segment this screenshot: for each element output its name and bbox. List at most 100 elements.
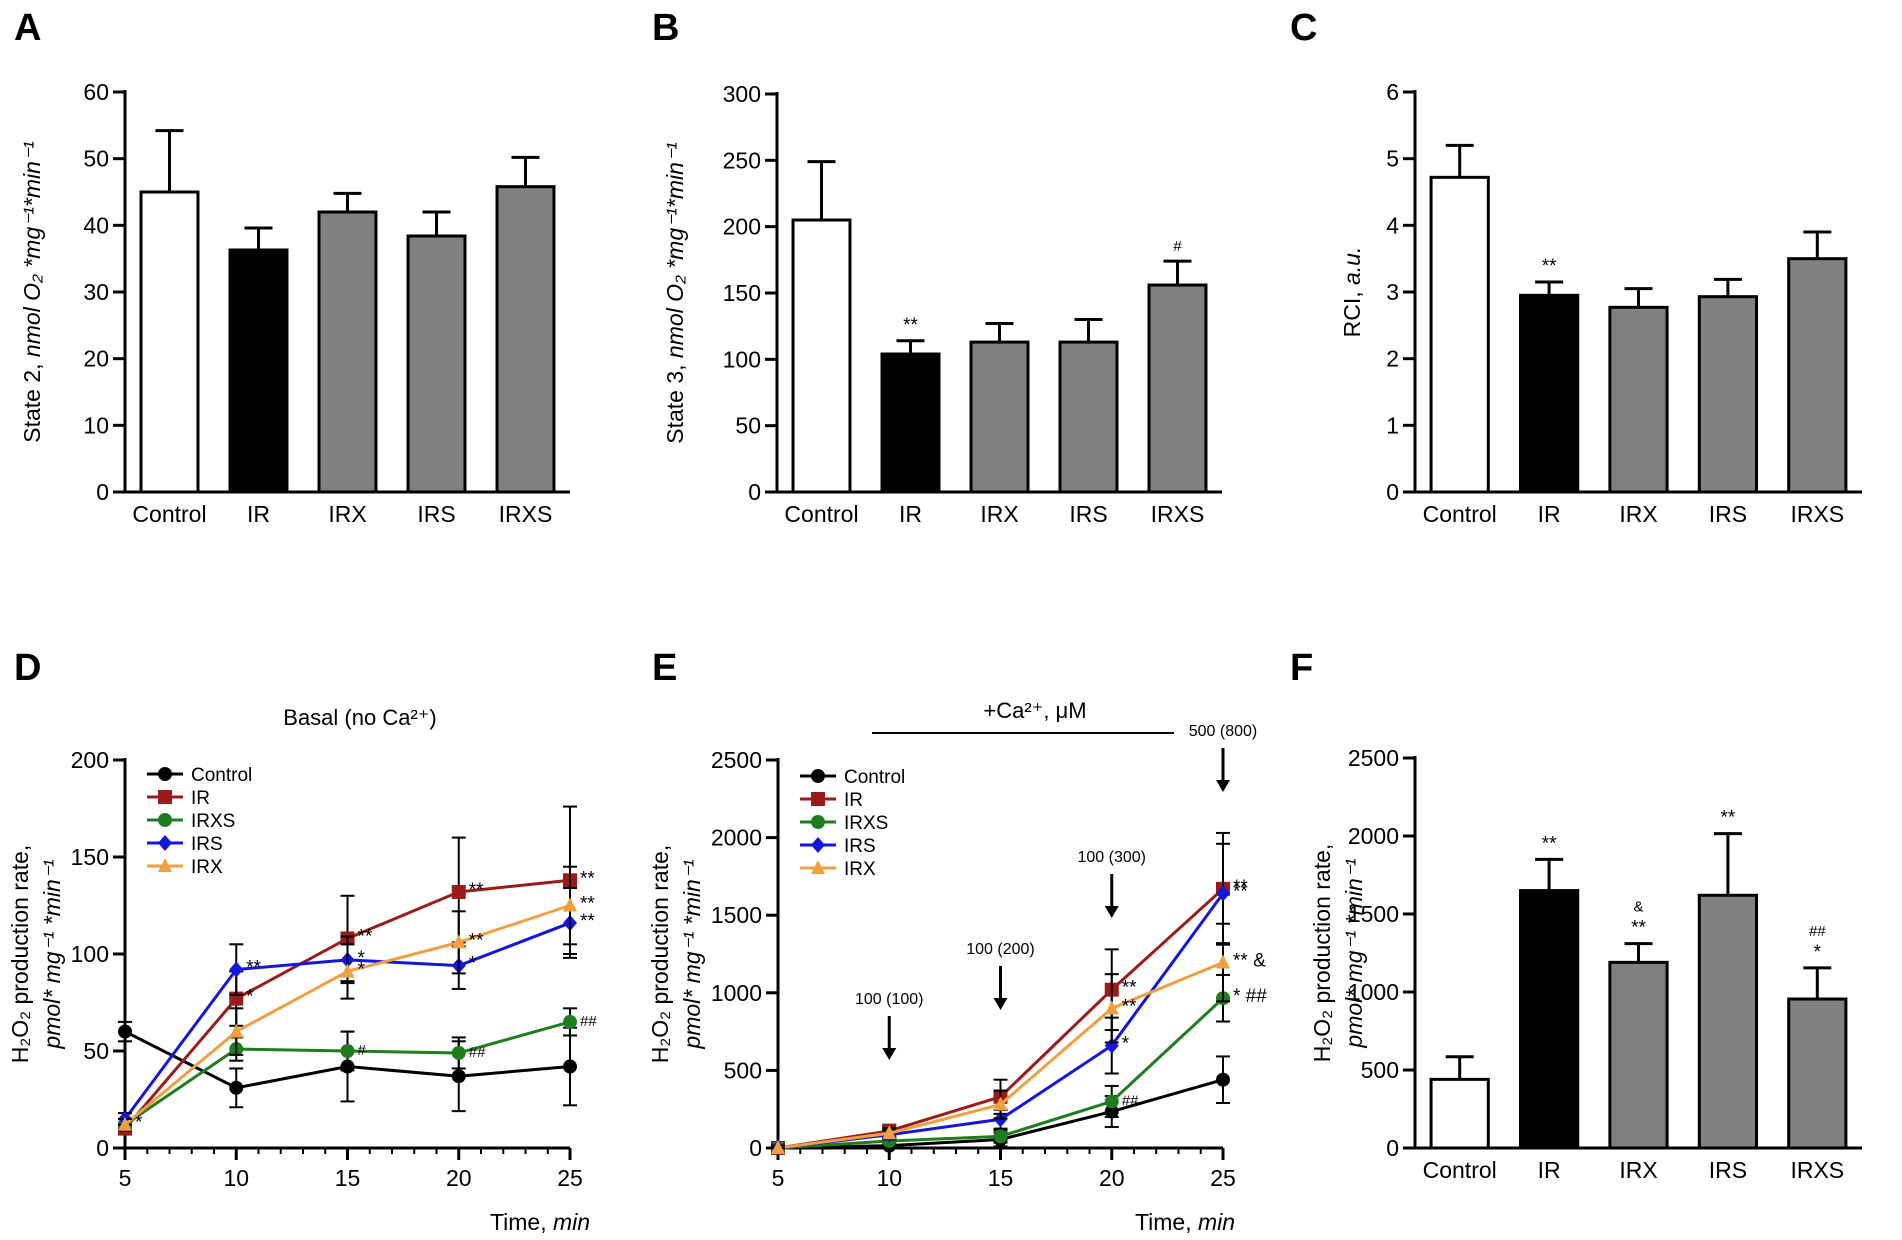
y-tick-label: 500 (724, 1057, 762, 1083)
panel-letter: B (652, 7, 679, 49)
y-tick-label: 0 (749, 1135, 762, 1161)
data-point-irx (1104, 1000, 1119, 1015)
bar-irs (1697, 295, 1759, 494)
y-tick-label: 150 (71, 844, 109, 870)
bar-irx (1608, 960, 1669, 1150)
panel-letter: D (14, 647, 41, 689)
panel-c: C 0 1 2 3 4 5 6 Control IR ** IRX IRS IRXS RCI, a.u. (1290, 7, 1862, 527)
bar-ir (1518, 293, 1580, 494)
ca-addition-label: 500 (800) (1189, 723, 1258, 740)
legend-marker (811, 860, 825, 874)
y-tick-label: 6 (1386, 79, 1399, 105)
y-tick-label: 30 (83, 279, 109, 305)
panel-f: F 0 500 1000 1500 2000 2500 Control IR ** IRX ** & IR… (1290, 647, 1862, 1183)
significance-label: * (469, 954, 477, 975)
significance-label: ## (580, 1013, 597, 1030)
chart-title: +Ca²⁺, μM (983, 698, 1086, 723)
y-axis-title-line1: H₂O₂ production rate, (647, 845, 673, 1064)
ca-addition-label: 100 (200) (966, 941, 1035, 958)
chart-title: Basal (no Ca²⁺) (283, 705, 436, 730)
legend-label: Control (844, 767, 905, 788)
data-point-irx (882, 1125, 897, 1140)
panel-letter: F (1290, 647, 1313, 689)
bar-irx (969, 340, 1030, 494)
significance-label: ** (580, 868, 595, 889)
panel-e: E 0 500 1000 1500 2000 2500 5 10 15 20 25 +Ca²⁺, μM *… (647, 647, 1267, 1235)
y-tick-label: 0 (1386, 1135, 1399, 1161)
y-tick-label: 40 (83, 212, 109, 238)
x-tick-label: 25 (557, 1165, 583, 1191)
x-tick-label: 10 (876, 1165, 902, 1191)
y-tick-label: 150 (723, 280, 761, 306)
data-point-irx (563, 897, 577, 912)
y-tick-label: 2500 (711, 747, 762, 773)
x-tick-label: IR (1538, 501, 1561, 527)
data-point-control (118, 1024, 132, 1039)
data-point-control (1216, 1072, 1230, 1087)
bar-ir (880, 352, 941, 494)
ca-addition-arrowhead (882, 1048, 897, 1060)
data-point-control (451, 1069, 466, 1084)
legend-label: IRX (844, 859, 876, 880)
significance-label: ## (1122, 1092, 1139, 1109)
legend-label: IRS (191, 834, 223, 855)
bar-irs (1058, 340, 1119, 494)
x-tick-label: IRX (1619, 1157, 1657, 1183)
significance-label: ## (1809, 923, 1826, 940)
x-axis-title: Time, min (490, 1209, 590, 1235)
ca-addition-arrowhead (1216, 780, 1230, 792)
x-tick-label: IRXS (1790, 1157, 1844, 1183)
legend-marker (158, 858, 172, 872)
x-tick-label: IRX (980, 501, 1018, 527)
data-point-irx (771, 1140, 785, 1154)
bar-control (1429, 1077, 1490, 1150)
bar-irx (317, 210, 378, 494)
significance-label: ** (1122, 978, 1137, 999)
x-tick-label: 10 (223, 1165, 249, 1191)
x-tick-label: 15 (988, 1165, 1014, 1191)
significance-label: * (1122, 1034, 1130, 1055)
significance-label: ** (358, 926, 373, 947)
y-axis-title: State 3, nmol O₂ *mg⁻¹*min⁻¹ (662, 142, 688, 444)
x-tick-label: IRXS (1790, 501, 1844, 527)
y-tick-label: 0 (96, 1135, 109, 1161)
data-point-irs (229, 961, 244, 978)
y-tick-label: 60 (83, 79, 109, 105)
ca-addition-arrowhead (993, 998, 1008, 1010)
y-axis-title-line2: pmol* mg⁻¹ *min⁻¹ (1341, 858, 1367, 1048)
data-point-irx (340, 963, 355, 978)
legend-marker (158, 767, 172, 781)
x-tick-label: IRS (1709, 1157, 1747, 1183)
y-tick-label: 50 (83, 1038, 109, 1064)
bar-control (139, 190, 200, 494)
y-tick-label: 4 (1386, 212, 1399, 238)
significance-label: ** (903, 315, 918, 336)
y-tick-label: 5 (1386, 146, 1399, 172)
legend-label: IR (191, 788, 210, 809)
x-tick-label: 25 (1210, 1165, 1236, 1191)
significance-label: ** (1631, 918, 1646, 939)
bar-irxs (495, 185, 556, 494)
significance-label: * (135, 1113, 143, 1134)
bar-ir (228, 248, 289, 494)
significance-label: ** (1233, 877, 1248, 898)
data-point-irxs (993, 1129, 1008, 1144)
data-point-ir (451, 884, 466, 899)
bar-ir (1518, 889, 1580, 1150)
x-tick-label: IR (899, 501, 922, 527)
y-tick-label: 50 (735, 413, 761, 439)
data-point-irxs (1104, 1094, 1119, 1109)
significance-label: & (1633, 899, 1643, 916)
y-axis-title: RCI, a.u. (1339, 247, 1365, 338)
ca-addition-label: 100 (300) (1078, 849, 1147, 866)
x-tick-label: IRX (1619, 501, 1657, 527)
x-tick-label: 5 (772, 1165, 785, 1191)
bar-irxs (1147, 283, 1208, 494)
data-point-control (229, 1080, 244, 1095)
significance-label: ** (1122, 996, 1137, 1017)
y-tick-label: 100 (71, 941, 109, 967)
x-tick-label: IRS (1069, 501, 1107, 527)
legend-marker (811, 837, 825, 853)
significance-label: ** & (1233, 951, 1266, 972)
